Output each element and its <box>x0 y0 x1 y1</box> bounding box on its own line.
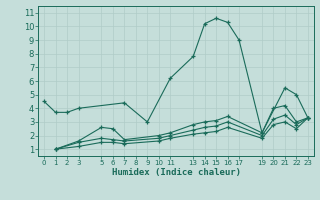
X-axis label: Humidex (Indice chaleur): Humidex (Indice chaleur) <box>111 168 241 177</box>
